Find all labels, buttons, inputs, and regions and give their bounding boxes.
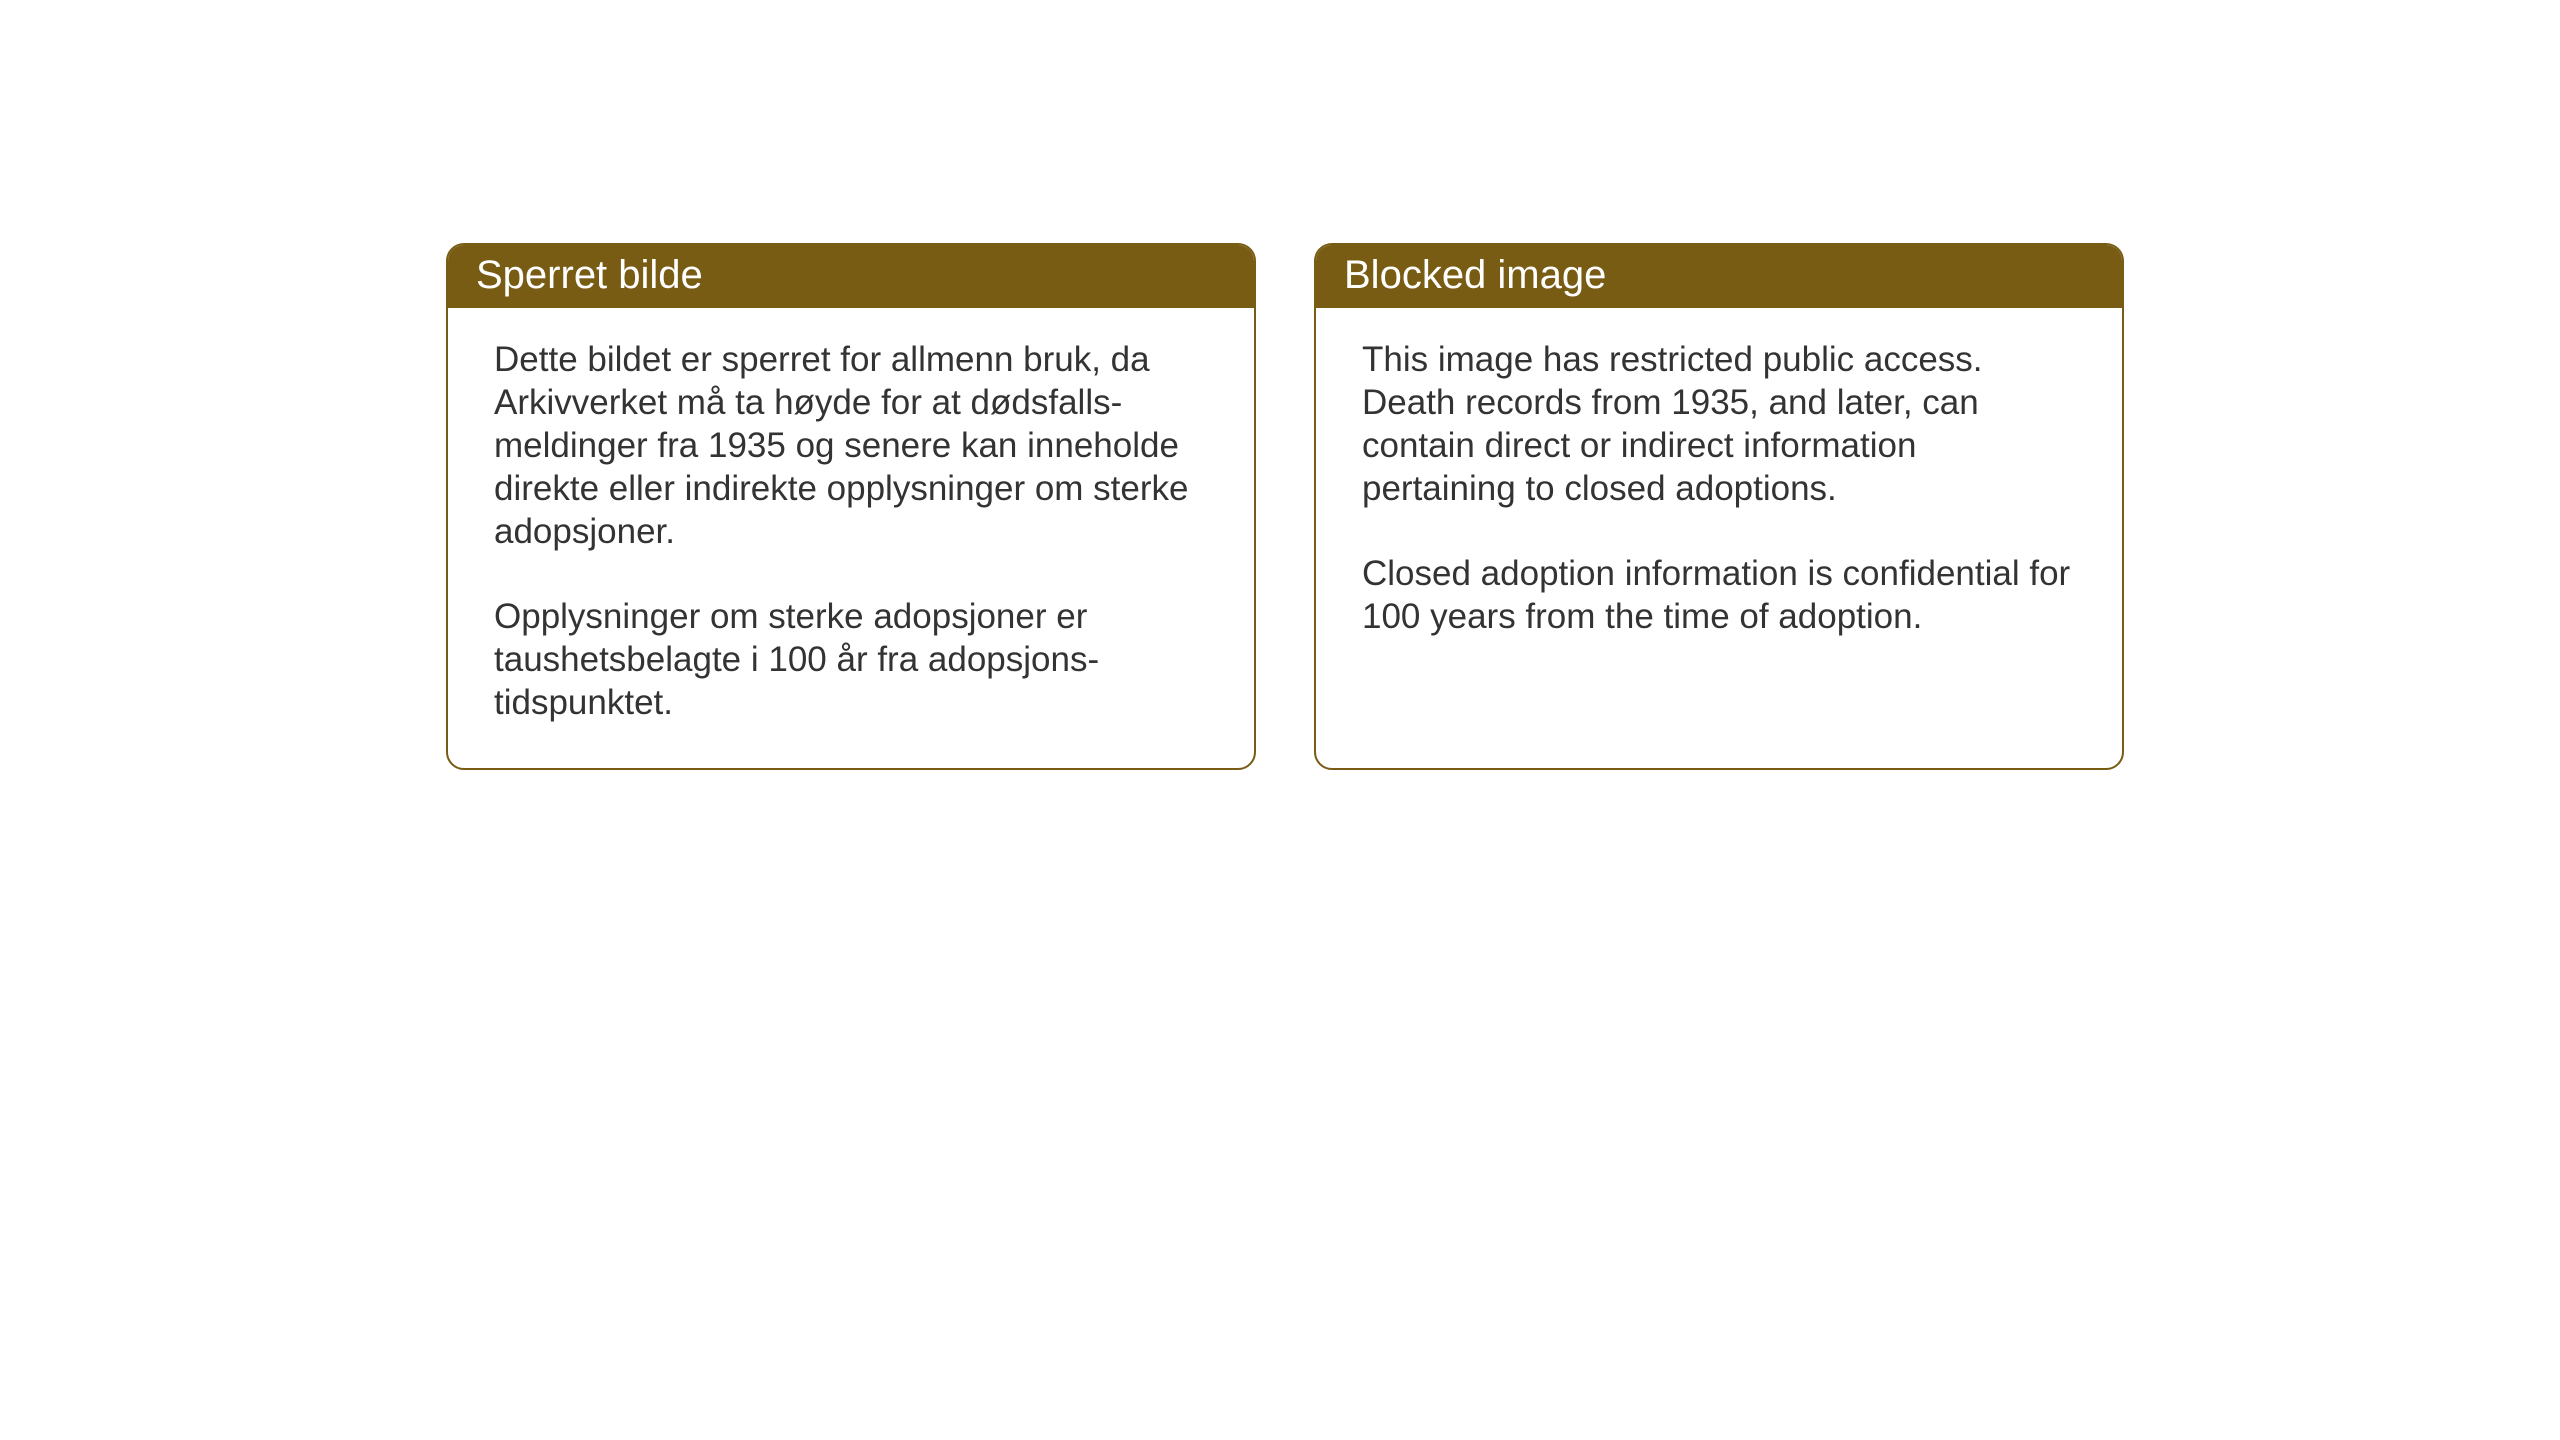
card-norwegian-paragraph-2: Opplysninger om sterke adopsjoner er tau… bbox=[494, 595, 1208, 724]
card-english: Blocked image This image has restricted … bbox=[1314, 243, 2124, 770]
cards-container: Sperret bilde Dette bildet er sperret fo… bbox=[446, 243, 2124, 770]
card-norwegian-title: Sperret bilde bbox=[476, 253, 703, 297]
card-english-body: This image has restricted public access.… bbox=[1316, 308, 2122, 682]
card-english-title: Blocked image bbox=[1344, 253, 1606, 297]
card-norwegian: Sperret bilde Dette bildet er sperret fo… bbox=[446, 243, 1256, 770]
card-norwegian-body: Dette bildet er sperret for allmenn bruk… bbox=[448, 308, 1254, 768]
card-english-header: Blocked image bbox=[1316, 245, 2122, 308]
card-norwegian-paragraph-1: Dette bildet er sperret for allmenn bruk… bbox=[494, 338, 1208, 553]
card-english-paragraph-1: This image has restricted public access.… bbox=[1362, 338, 2076, 510]
card-norwegian-header: Sperret bilde bbox=[448, 245, 1254, 308]
card-english-paragraph-2: Closed adoption information is confident… bbox=[1362, 552, 2076, 638]
